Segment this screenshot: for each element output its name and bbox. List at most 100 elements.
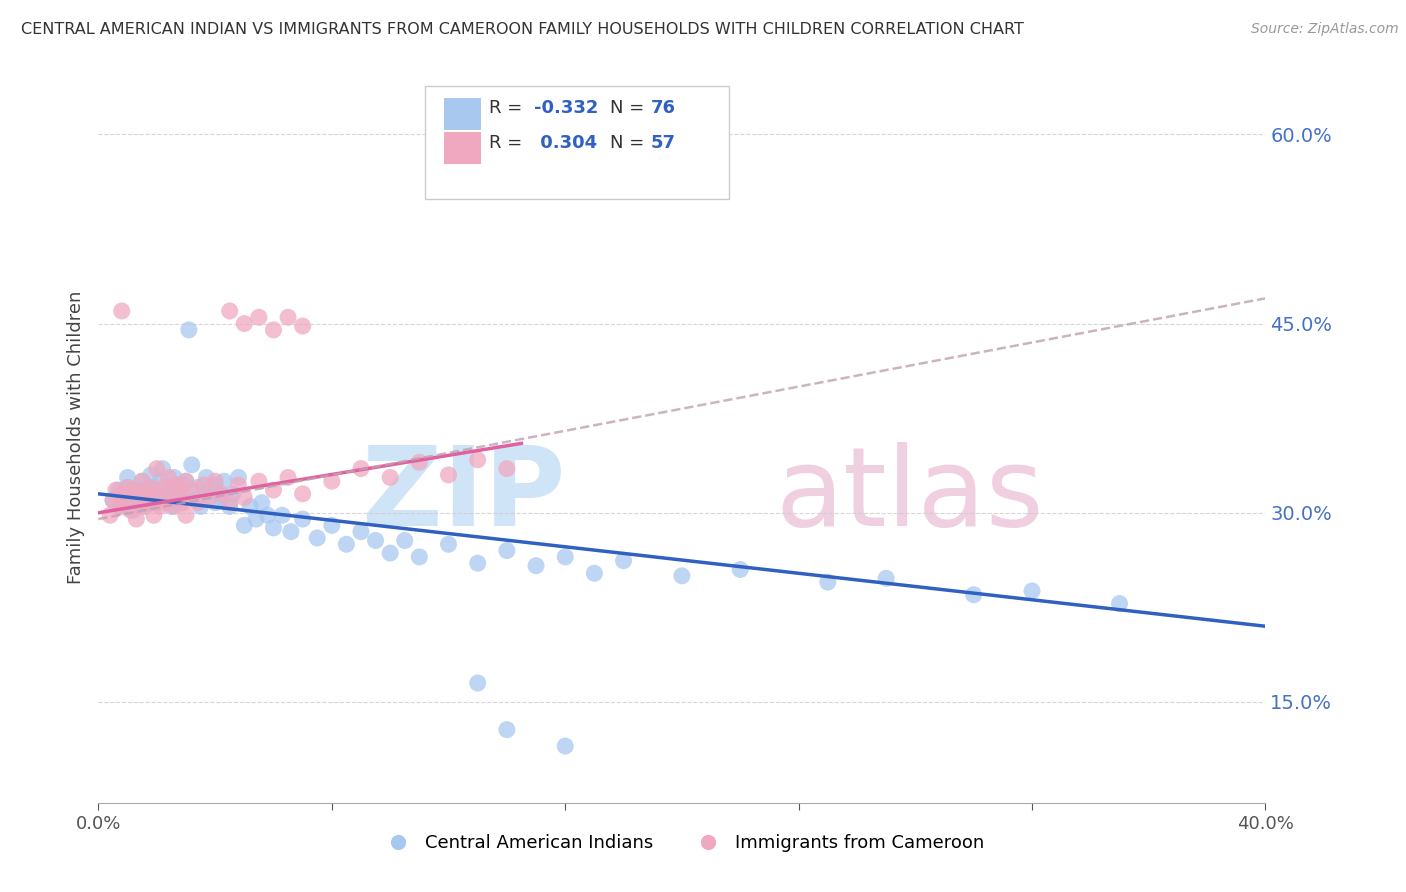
- Point: [209, 487, 232, 501]
- Point: [169, 496, 191, 510]
- Point: [671, 569, 693, 583]
- Point: [163, 500, 186, 514]
- Point: [136, 481, 159, 495]
- Point: [101, 493, 124, 508]
- Point: [98, 508, 121, 523]
- Point: [350, 524, 373, 539]
- Point: [218, 496, 240, 510]
- Point: [172, 478, 194, 492]
- Text: CENTRAL AMERICAN INDIAN VS IMMIGRANTS FROM CAMEROON FAMILY HOUSEHOLDS WITH CHILD: CENTRAL AMERICAN INDIAN VS IMMIGRANTS FR…: [21, 22, 1024, 37]
- Point: [125, 483, 148, 497]
- Point: [180, 458, 202, 472]
- Point: [380, 470, 402, 484]
- Point: [104, 483, 127, 497]
- Point: [233, 518, 256, 533]
- Point: [111, 304, 134, 318]
- Point: [875, 571, 897, 585]
- Point: [172, 496, 194, 510]
- Point: [125, 512, 148, 526]
- Point: [554, 739, 576, 753]
- Point: [160, 483, 183, 497]
- Point: [139, 467, 162, 482]
- Point: [134, 487, 156, 501]
- Point: [155, 491, 177, 505]
- Point: [174, 508, 197, 523]
- Text: ZIP: ZIP: [361, 442, 565, 549]
- Point: [131, 487, 153, 501]
- Point: [247, 474, 270, 488]
- Point: [117, 496, 139, 510]
- Point: [131, 500, 153, 514]
- Point: [108, 483, 131, 497]
- Point: [233, 317, 256, 331]
- Point: [183, 493, 205, 508]
- Point: [114, 487, 136, 501]
- Point: [467, 452, 489, 467]
- Point: [524, 558, 547, 573]
- Point: [160, 487, 183, 501]
- Point: [152, 481, 174, 495]
- Point: [128, 496, 150, 510]
- Point: [204, 478, 226, 492]
- Point: [146, 496, 169, 510]
- Point: [335, 537, 357, 551]
- Point: [139, 481, 162, 495]
- Point: [209, 491, 232, 505]
- Point: [496, 461, 519, 475]
- FancyBboxPatch shape: [444, 98, 481, 130]
- Point: [146, 487, 169, 501]
- Point: [117, 481, 139, 495]
- Point: [187, 481, 209, 495]
- Point: [496, 543, 519, 558]
- Point: [198, 491, 221, 505]
- Point: [467, 556, 489, 570]
- Point: [101, 493, 124, 508]
- Point: [134, 500, 156, 514]
- Text: R =: R =: [489, 134, 529, 152]
- Point: [554, 549, 576, 564]
- Point: [174, 491, 197, 505]
- Point: [187, 496, 209, 510]
- Point: [817, 575, 839, 590]
- Point: [131, 474, 153, 488]
- Text: 76: 76: [651, 99, 675, 117]
- Point: [583, 566, 606, 581]
- Point: [350, 461, 373, 475]
- Point: [142, 487, 165, 501]
- Point: [157, 481, 180, 495]
- Point: [245, 512, 267, 526]
- Text: N =: N =: [610, 99, 650, 117]
- Point: [228, 478, 250, 492]
- Point: [280, 524, 302, 539]
- Point: [321, 474, 343, 488]
- Point: [247, 310, 270, 325]
- Text: -0.332: -0.332: [534, 99, 598, 117]
- Point: [394, 533, 416, 548]
- Point: [152, 461, 174, 475]
- Point: [139, 493, 162, 508]
- Point: [321, 518, 343, 533]
- Point: [256, 508, 278, 523]
- FancyBboxPatch shape: [425, 86, 728, 200]
- Point: [291, 512, 314, 526]
- Point: [221, 487, 243, 501]
- Point: [277, 470, 299, 484]
- Text: R =: R =: [489, 99, 529, 117]
- Point: [117, 470, 139, 484]
- Point: [218, 304, 240, 318]
- Point: [198, 483, 221, 497]
- Point: [108, 500, 131, 514]
- FancyBboxPatch shape: [444, 132, 481, 164]
- Point: [122, 503, 145, 517]
- Point: [239, 500, 262, 514]
- Point: [277, 310, 299, 325]
- Point: [149, 500, 172, 514]
- Point: [149, 474, 172, 488]
- Text: 0.304: 0.304: [534, 134, 596, 152]
- Point: [307, 531, 329, 545]
- Point: [1108, 597, 1130, 611]
- Point: [142, 508, 165, 523]
- Point: [408, 549, 430, 564]
- Y-axis label: Family Households with Children: Family Households with Children: [66, 291, 84, 583]
- Text: atlas: atlas: [775, 442, 1043, 549]
